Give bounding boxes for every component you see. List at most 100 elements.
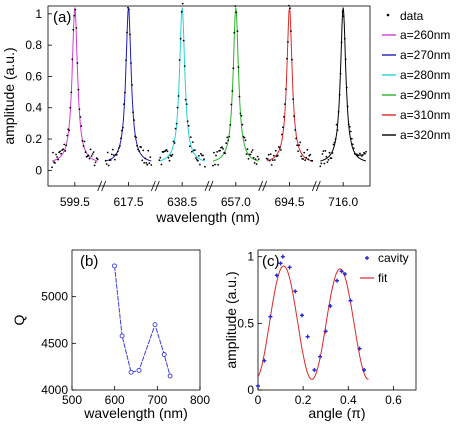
a-data-point: [224, 152, 227, 155]
a-xtick-label: 638.5: [167, 195, 197, 209]
a-data-point: [107, 164, 110, 167]
a-data-point: [198, 155, 200, 157]
a-data-point: [111, 148, 114, 151]
a-data-point: [240, 114, 243, 117]
a-data-point: [172, 140, 175, 143]
a-data-point: [283, 116, 285, 118]
a-data-point: [144, 157, 147, 160]
a-axis-break: [150, 180, 156, 192]
a-data-point: [136, 144, 139, 147]
c-xtick-label: 0.2: [295, 393, 312, 407]
a-data-point: [341, 10, 344, 13]
a-data-point: [351, 143, 354, 146]
c-fit-line: [257, 265, 369, 380]
a-xtick-label: 599.5: [60, 195, 90, 209]
b-data-point: [112, 263, 117, 269]
panel-a-legend: data a=260nm a=270nm a=280nm a=290nm a=310nm a…: [378, 6, 453, 146]
a-data-point: [137, 148, 140, 151]
a-data-point: [109, 159, 112, 161]
a-data-point: [128, 8, 130, 11]
a-data-point: [333, 141, 336, 144]
a-data-point: [120, 137, 122, 140]
a-data-point: [204, 165, 206, 168]
a-data-point: [305, 156, 308, 159]
a-data-point: [319, 165, 322, 168]
a-data-point: [322, 150, 325, 153]
a-data-point: [256, 155, 259, 158]
c-data-point: [362, 368, 367, 372]
a-fit-line-a=320nm: [320, 7, 367, 162]
a-ytick-label: 0.8: [25, 38, 42, 52]
panel-b-ylabel: Q: [11, 314, 27, 325]
a-data-point: [362, 154, 364, 156]
a-data-point: [309, 153, 312, 156]
a-data-point: [276, 154, 279, 157]
b-data-point: [161, 352, 167, 357]
panel-b: 500 600 700 800 4000 4500 5000 (b) wavelength …: [11, 249, 210, 421]
a-data-point: [281, 133, 283, 136]
b-ytick-label: 4500: [41, 336, 68, 350]
panel-a-label: (a): [53, 9, 71, 26]
a-data-point: [130, 62, 132, 64]
a-data-point: [337, 111, 340, 113]
panel-a-ylabel: amplitude (a.u.): [1, 47, 17, 144]
a-data-point: [253, 162, 256, 164]
a-data-point: [96, 158, 99, 161]
a-data-point: [92, 151, 95, 154]
legend-label-a=310nm: a=310nm: [400, 108, 450, 122]
a-data-point: [202, 154, 204, 157]
a-data-point: [167, 156, 170, 159]
a-xtick-label: 694.5: [274, 195, 304, 209]
a-data-point: [176, 106, 179, 109]
a-data-point: [290, 30, 292, 32]
a-data-point: [149, 156, 152, 159]
a-data-point: [298, 144, 300, 147]
a-data-point: [252, 156, 255, 159]
a-data-point: [54, 162, 56, 164]
a-data-point: [342, 15, 345, 18]
a-data-point: [177, 95, 180, 97]
a-data-point: [87, 154, 90, 157]
a-data-point: [364, 152, 366, 155]
a-data-point: [320, 162, 323, 165]
a-data-point: [230, 103, 233, 106]
a-data-point: [243, 136, 246, 139]
a-data-point: [327, 159, 330, 161]
a-data-point: [112, 154, 115, 157]
a-data-point: [214, 163, 216, 166]
a-data-point: [270, 164, 273, 166]
panel-c-label: (c): [262, 253, 280, 270]
c-xtick-label: 0: [255, 393, 262, 407]
a-data-point: [338, 93, 341, 96]
a-data-point: [187, 124, 190, 127]
panel-b-label: (b): [80, 253, 98, 270]
a-data-point: [121, 129, 123, 132]
a-data-point: [306, 148, 309, 151]
a-data-point: [84, 151, 87, 154]
a-data-point: [274, 149, 277, 152]
a-data-point: [77, 88, 80, 91]
c-data-point: [262, 358, 267, 363]
a-data-point: [233, 31, 236, 34]
a-fit-line-a=280nm: [159, 7, 206, 162]
a-data-point: [133, 119, 136, 122]
a-data-point: [212, 164, 214, 167]
a-data-point: [125, 59, 127, 62]
c-xtick-label: 0.4: [340, 393, 357, 407]
a-data-point: [273, 159, 276, 161]
a-data-point: [323, 162, 326, 165]
a-data-point: [188, 145, 191, 148]
a-axis-break: [208, 180, 214, 192]
a-data-point: [190, 150, 193, 153]
panel-a-xlabel: wavelength (nm): [155, 209, 260, 225]
c-data-point: [293, 289, 298, 294]
b-xtick-label: 700: [147, 393, 167, 407]
a-data-point: [237, 66, 240, 69]
a-data-point: [165, 148, 168, 151]
a-data-point: [170, 155, 173, 158]
c-data-point: [328, 304, 333, 308]
a-data-point: [347, 123, 350, 126]
a-data-point: [76, 62, 79, 64]
c-data-point: [280, 254, 285, 259]
a-data-point: [239, 112, 242, 115]
